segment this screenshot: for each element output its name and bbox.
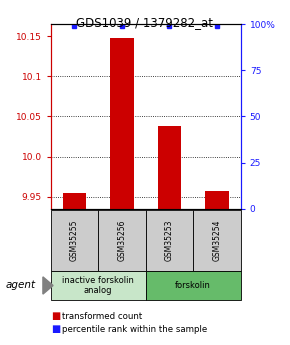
Text: GSM35253: GSM35253 — [165, 220, 174, 262]
Text: ■: ■ — [51, 312, 60, 321]
Text: GSM35254: GSM35254 — [213, 220, 222, 262]
Text: transformed count: transformed count — [62, 312, 143, 321]
Text: forskolin: forskolin — [175, 281, 211, 290]
Bar — [157, 126, 181, 209]
Text: inactive forskolin
analog: inactive forskolin analog — [62, 276, 134, 295]
Bar — [193, 210, 241, 271]
Bar — [63, 193, 86, 209]
Text: GDS1039 / 1379282_at: GDS1039 / 1379282_at — [77, 16, 213, 29]
Text: GSM35256: GSM35256 — [117, 220, 126, 262]
Polygon shape — [43, 277, 53, 294]
Text: agent: agent — [6, 280, 36, 290]
Bar — [98, 210, 146, 271]
Bar — [51, 210, 98, 271]
Bar — [205, 191, 229, 209]
Bar — [146, 271, 241, 300]
Text: ■: ■ — [51, 325, 60, 334]
Bar — [51, 271, 146, 300]
Bar — [110, 38, 134, 209]
Text: GSM35255: GSM35255 — [70, 220, 79, 262]
Bar — [146, 210, 193, 271]
Text: percentile rank within the sample: percentile rank within the sample — [62, 325, 208, 334]
